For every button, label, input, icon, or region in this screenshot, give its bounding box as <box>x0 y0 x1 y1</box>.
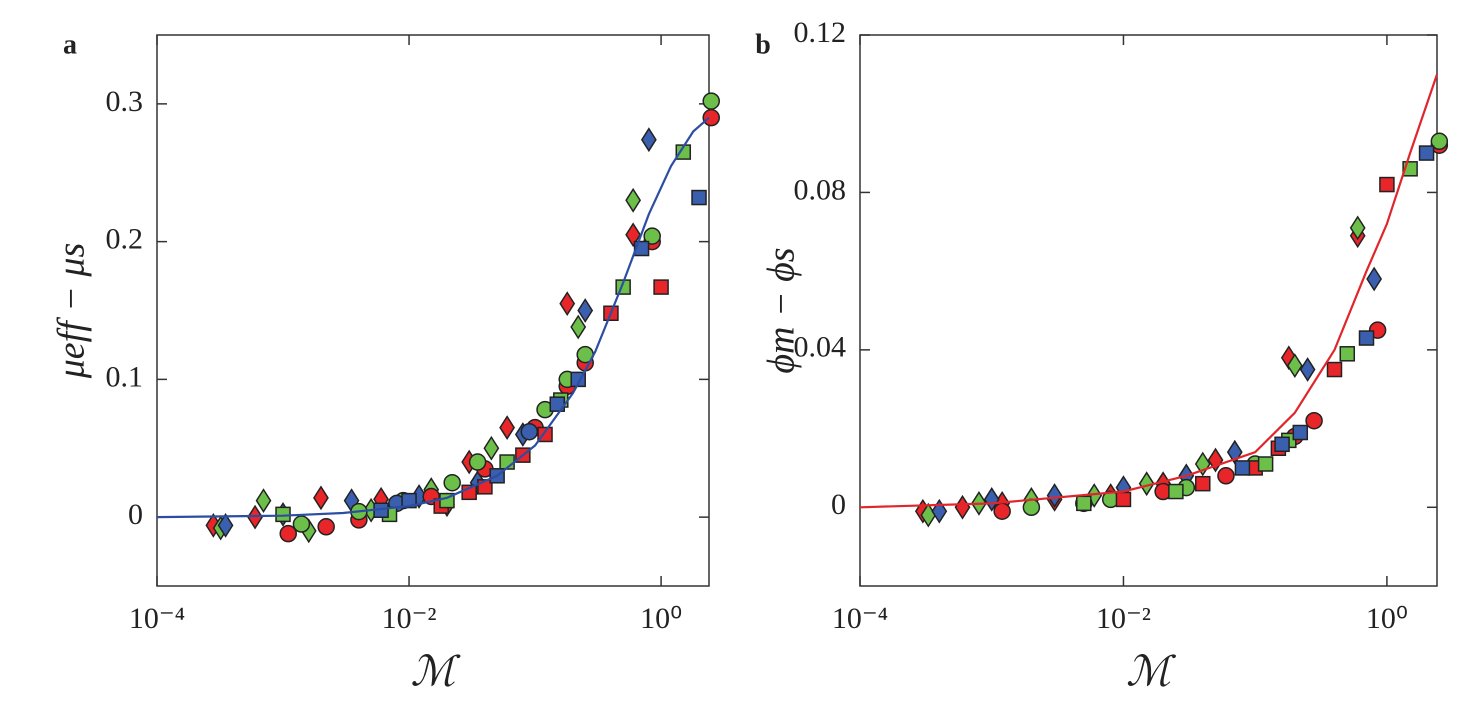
y-axis-label: μeff − μs <box>51 243 93 380</box>
marker-square <box>1076 495 1092 512</box>
marker-circle <box>520 422 539 441</box>
marker-square <box>1379 176 1395 193</box>
marker-square <box>1195 475 1211 492</box>
panel-label: a <box>63 29 77 60</box>
marker-circle <box>1022 498 1041 517</box>
y-tick-label: 0.08 <box>794 173 847 206</box>
marker-diamond <box>247 504 263 530</box>
marker-circle <box>317 518 335 536</box>
marker-square <box>1292 424 1309 441</box>
marker-diamond <box>1299 357 1316 382</box>
fit-curve <box>156 116 710 519</box>
marker-diamond <box>954 494 971 520</box>
marker-diamond <box>1086 483 1103 508</box>
marker-square <box>691 189 707 206</box>
marker-circle <box>1430 132 1449 151</box>
marker-diamond <box>983 487 1000 512</box>
marker-circle <box>702 92 720 110</box>
x-tick-label: 10⁻² <box>382 602 437 635</box>
marker-square <box>1358 330 1375 346</box>
fit-curve <box>859 74 1439 509</box>
marker-diamond <box>570 314 587 340</box>
marker-diamond <box>483 435 500 461</box>
y-tick-label: 0 <box>831 488 846 521</box>
plot-frame <box>156 34 710 587</box>
marker-square <box>1168 483 1184 500</box>
marker-square <box>653 279 669 295</box>
marker-square <box>401 492 417 509</box>
marker-diamond <box>217 512 234 538</box>
marker-diamond <box>577 298 594 323</box>
marker-circle <box>292 515 311 533</box>
x-tick-label: 10⁻⁴ <box>832 602 888 635</box>
y-tick-label: 0.3 <box>106 85 144 118</box>
marker-diamond <box>559 291 576 317</box>
marker-square <box>275 506 291 523</box>
marker-square <box>1326 361 1343 378</box>
marker-circle <box>1217 467 1235 485</box>
marker-circle <box>1305 411 1323 430</box>
marker-diamond <box>255 488 272 513</box>
x-axis-label: ℳ <box>1126 650 1177 696</box>
y-tick-label: 0.2 <box>106 223 144 256</box>
marker-square <box>1115 491 1132 508</box>
y-tick-label: 0.04 <box>794 331 847 364</box>
y-tick-label: 0 <box>128 498 143 531</box>
marker-diamond <box>1138 471 1155 497</box>
marker-diamond <box>931 498 948 524</box>
marker-diamond <box>1286 353 1303 378</box>
marker-circle <box>443 473 461 492</box>
marker-diamond <box>1366 266 1383 292</box>
x-tick-label: 10⁻⁴ <box>129 602 185 635</box>
marker-diamond <box>640 127 657 153</box>
marker-circle <box>643 227 661 245</box>
marker-diamond <box>499 415 515 440</box>
x-tick-label: 10⁰ <box>640 602 682 635</box>
marker-diamond <box>625 187 642 213</box>
marker-square <box>1339 346 1356 362</box>
marker-diamond <box>1046 483 1063 508</box>
x-axis-label: ℳ <box>411 650 462 696</box>
marker-square <box>1418 145 1435 161</box>
marker-diamond <box>313 485 329 511</box>
marker-circle <box>702 108 720 127</box>
marker-diamond <box>625 222 642 248</box>
marker-square <box>1234 460 1251 476</box>
marker-square <box>1257 456 1274 472</box>
marker-circle <box>468 453 487 471</box>
y-axis-label: ϕm − ϕs <box>761 247 803 373</box>
plot-frame <box>859 34 1438 587</box>
x-tick-label: 10⁰ <box>1366 602 1408 635</box>
y-tick-label: 0.12 <box>794 16 847 49</box>
x-tick-label: 10⁻² <box>1096 602 1151 635</box>
marker-diamond <box>1349 215 1366 241</box>
marker-circle <box>279 524 297 543</box>
marker-diamond <box>1194 451 1211 477</box>
panel-label: b <box>755 29 771 60</box>
marker-circle <box>993 502 1011 520</box>
marker-square <box>1274 436 1290 453</box>
y-tick-label: 0.1 <box>106 360 144 393</box>
